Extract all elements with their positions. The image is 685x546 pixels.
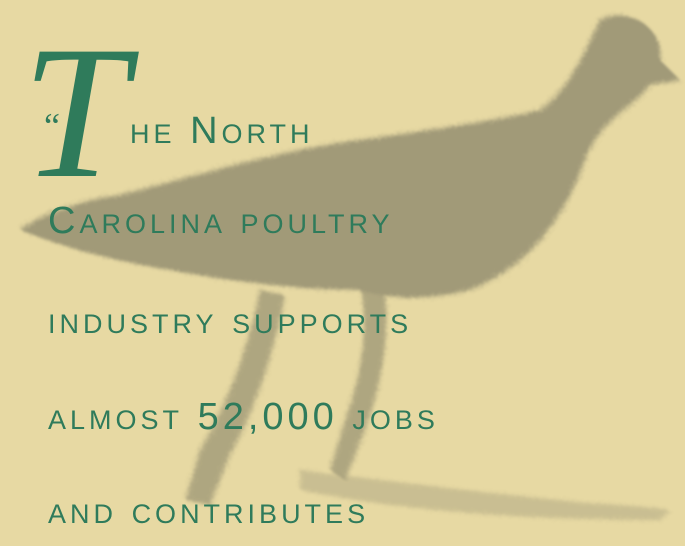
text-line: industry supports <box>48 300 412 343</box>
quote-mark: “ <box>44 108 60 144</box>
text-line: Carolina poultry <box>48 200 394 243</box>
text-line: and contributes <box>48 490 369 533</box>
text-line: almost 52,000 jobs <box>48 396 439 439</box>
text-line: he North <box>130 110 314 153</box>
drop-cap: T <box>22 18 128 208</box>
page: T “ he North Carolina poultry industry s… <box>0 0 685 546</box>
